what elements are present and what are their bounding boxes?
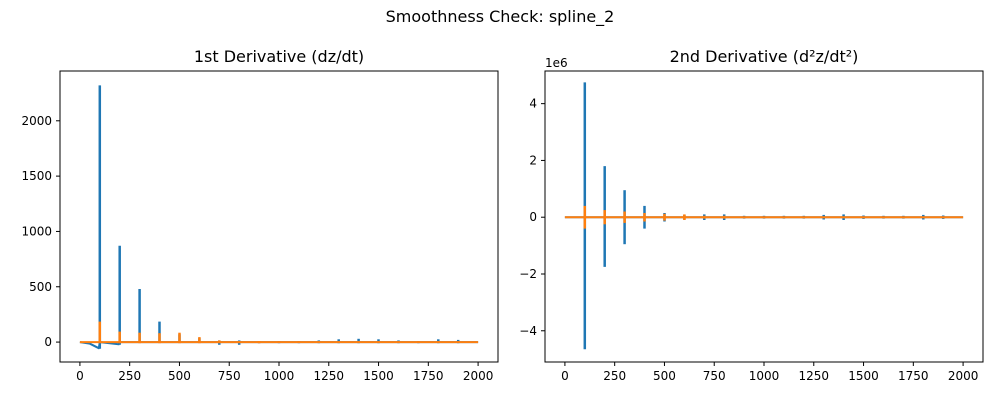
- first-derivative-series-2: [79, 321, 479, 344]
- first-derivative-title: 1st Derivative (dz/dt): [194, 47, 364, 66]
- first-derivative-x-tick-label: 750: [218, 369, 241, 383]
- second-derivative-x-tick-label: 500: [653, 369, 676, 383]
- second-derivative-y-tick-label: −2: [519, 267, 537, 281]
- first-derivative-y-tick-label: 0: [44, 335, 52, 349]
- second-derivative-title: 2nd Derivative (d²z/dt²): [670, 47, 859, 66]
- first-derivative-x-tick-label: 2000: [463, 369, 494, 383]
- second-derivative-x-tick-label: 1250: [798, 369, 829, 383]
- first-derivative-x-tick-label: 0: [76, 369, 84, 383]
- second-derivative-x-tick-label: 250: [603, 369, 626, 383]
- second-derivative-axes: 2nd Derivative (d²z/dt²) 1e6 0 250 500 750 1…: [519, 47, 984, 383]
- first-derivative-axes: 1st Derivative (dz/dt) 0 250 500 750 1000 125…: [21, 47, 499, 383]
- second-derivative-y-tick-label: 0: [529, 210, 537, 224]
- first-derivative-x-tick-label: 500: [168, 369, 191, 383]
- first-derivative-series-1: [79, 85, 479, 350]
- first-derivative-y-tick-label: 1000: [21, 224, 52, 238]
- first-derivative-y-tick-label: 1500: [21, 169, 52, 183]
- second-derivative-y-tick-label: −4: [519, 324, 537, 338]
- first-derivative-y-tick-label: 2000: [21, 114, 52, 128]
- first-derivative-x-tick-label: 1250: [313, 369, 344, 383]
- second-derivative-offset-text: 1e6: [545, 56, 568, 70]
- first-derivative-x-tick-label: 250: [118, 369, 141, 383]
- second-derivative-x-tick-label: 1000: [749, 369, 780, 383]
- second-derivative-y-tick-label: 4: [529, 97, 537, 111]
- first-derivative-x-tick-label: 1500: [363, 369, 394, 383]
- first-derivative-x-tick-label: 1000: [264, 369, 295, 383]
- second-derivative-x-tick-label: 1750: [898, 369, 929, 383]
- second-derivative-y-tick-label: 2: [529, 153, 537, 167]
- second-derivative-x-tick-label: 1500: [848, 369, 879, 383]
- second-derivative-series-2: [564, 205, 964, 229]
- second-derivative-x-tick-label: 750: [703, 369, 726, 383]
- second-derivative-x-tick-label: 2000: [948, 369, 979, 383]
- figure-suptitle: Smoothness Check: spline_2: [386, 7, 615, 27]
- second-derivative-x-tick-label: 0: [561, 369, 569, 383]
- first-derivative-plot-frame: [59, 70, 499, 363]
- first-derivative-y-tick-label: 500: [29, 280, 52, 294]
- first-derivative-x-tick-label: 1750: [413, 369, 444, 383]
